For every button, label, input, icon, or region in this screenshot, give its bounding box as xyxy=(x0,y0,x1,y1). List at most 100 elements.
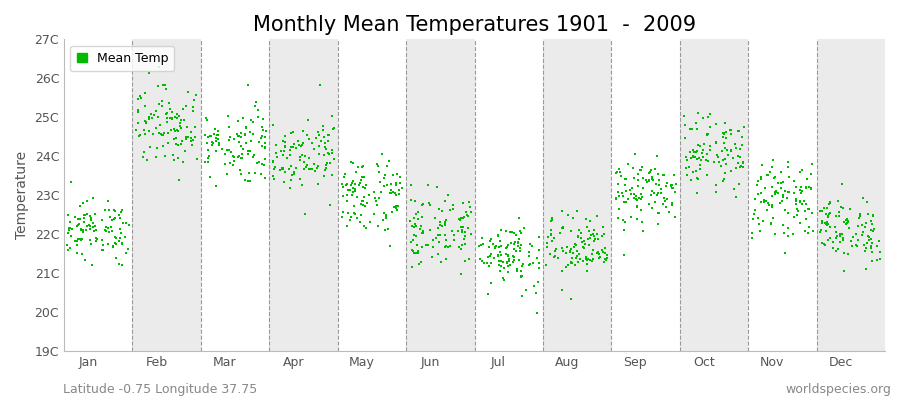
Point xyxy=(590,249,605,255)
Point xyxy=(248,103,262,109)
Point xyxy=(280,155,294,162)
Bar xyxy=(132,39,201,351)
Point xyxy=(404,182,419,188)
Point xyxy=(293,156,308,163)
Point xyxy=(666,184,680,191)
Point xyxy=(299,164,313,170)
Point xyxy=(515,293,529,300)
Point xyxy=(211,132,225,138)
Point xyxy=(651,209,665,216)
Point xyxy=(234,130,248,136)
Point xyxy=(223,134,238,140)
Point xyxy=(617,251,632,258)
Point xyxy=(864,226,878,233)
Point xyxy=(416,200,430,207)
Point xyxy=(99,228,113,234)
Bar xyxy=(816,39,885,351)
Point xyxy=(618,176,633,183)
Point xyxy=(151,101,166,107)
Point xyxy=(384,190,399,197)
Point xyxy=(715,148,729,154)
Point xyxy=(392,203,406,210)
Point xyxy=(546,254,561,260)
Point xyxy=(431,232,446,238)
Point xyxy=(350,164,365,171)
Point xyxy=(492,248,507,255)
Point xyxy=(316,122,330,129)
Point xyxy=(407,224,421,230)
Point xyxy=(446,201,461,208)
Point xyxy=(853,213,868,219)
Point xyxy=(842,251,856,258)
Point xyxy=(514,274,528,281)
Point xyxy=(202,174,217,180)
Point xyxy=(647,166,662,172)
Point xyxy=(324,171,338,178)
Point xyxy=(764,220,778,226)
Point xyxy=(753,198,768,205)
Point xyxy=(730,127,744,134)
Point xyxy=(312,151,327,158)
Point xyxy=(515,272,529,279)
Point xyxy=(482,253,497,259)
Point xyxy=(277,179,292,185)
Point xyxy=(684,177,698,183)
Point xyxy=(859,224,873,230)
Point xyxy=(174,117,188,124)
Point xyxy=(212,142,227,148)
Point xyxy=(731,160,745,167)
Point xyxy=(345,192,359,199)
Point xyxy=(769,188,783,194)
Point xyxy=(454,246,469,252)
Point xyxy=(76,200,90,206)
Point xyxy=(254,170,268,177)
Point xyxy=(679,154,693,160)
Point xyxy=(577,245,591,252)
Point xyxy=(108,214,122,221)
Point xyxy=(781,189,796,195)
Point xyxy=(701,131,716,138)
Point xyxy=(617,182,632,188)
Point xyxy=(248,98,263,105)
Point xyxy=(206,131,220,137)
Point xyxy=(101,241,115,247)
Point xyxy=(823,224,837,231)
Point xyxy=(837,218,851,225)
Point xyxy=(241,148,256,154)
Point xyxy=(96,246,111,253)
Point xyxy=(380,182,394,189)
Point xyxy=(235,154,249,161)
Point xyxy=(644,167,659,173)
Point xyxy=(724,148,738,155)
Point xyxy=(824,234,838,241)
Point xyxy=(410,242,424,248)
Point xyxy=(380,163,394,169)
Point xyxy=(340,223,355,230)
Point xyxy=(581,256,596,262)
Point xyxy=(770,190,785,196)
Point xyxy=(776,221,790,228)
Point xyxy=(834,181,849,187)
Point xyxy=(311,132,326,139)
Point xyxy=(208,126,222,132)
Point xyxy=(564,259,579,266)
Point xyxy=(820,219,834,226)
Point xyxy=(408,198,422,204)
Point xyxy=(805,161,819,167)
Point xyxy=(768,188,782,195)
Point xyxy=(819,211,833,218)
Point xyxy=(653,186,668,192)
Point xyxy=(276,138,291,144)
Point xyxy=(727,186,742,192)
Point xyxy=(634,193,649,200)
Point xyxy=(585,256,599,262)
Point xyxy=(130,95,145,102)
Point xyxy=(102,229,116,235)
Point xyxy=(733,163,747,170)
Point xyxy=(438,217,453,224)
Point xyxy=(487,255,501,261)
Point xyxy=(513,228,527,234)
Point xyxy=(142,114,157,120)
Point xyxy=(760,199,775,206)
Point xyxy=(643,169,657,175)
